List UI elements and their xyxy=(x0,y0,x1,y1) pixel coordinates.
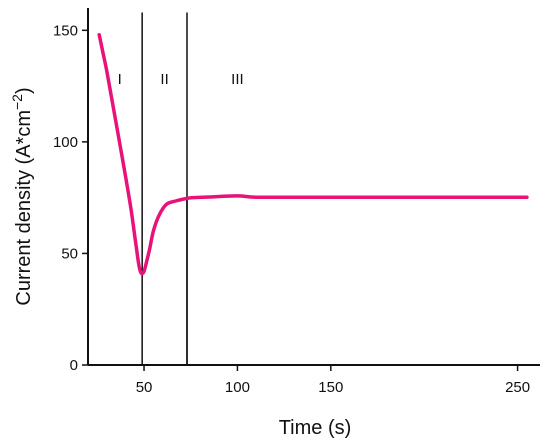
y-axis-title-sup: −2 xyxy=(9,94,25,110)
x-axis-title: Time (s) xyxy=(279,417,352,439)
region-label: I xyxy=(118,71,122,88)
y-tick-label: 50 xyxy=(61,245,78,262)
x-tick-label: 150 xyxy=(318,379,343,396)
x-ticks: 50 100 150 250 xyxy=(136,365,530,396)
series-line xyxy=(97,33,529,276)
region-dividers xyxy=(141,12,188,365)
axes xyxy=(87,8,540,366)
x-tick-label: 50 xyxy=(136,379,153,396)
y-tick-label: 100 xyxy=(53,134,78,151)
region-label: III xyxy=(231,71,244,88)
y-axis-title-close: ) xyxy=(13,87,35,94)
y-tick-label: 150 xyxy=(53,22,78,39)
y-axis-title-main: Current density (A*cm xyxy=(13,110,35,306)
y-axis-title: Current density (A*cm−2) xyxy=(9,87,35,305)
region-label: II xyxy=(160,71,168,88)
region-annotations: I II III xyxy=(118,71,244,88)
y-tick-label: 0 xyxy=(70,357,78,374)
x-tick-label: 250 xyxy=(505,379,530,396)
y-ticks: 0 50 100 150 xyxy=(53,22,88,374)
x-tick-label: 100 xyxy=(225,379,250,396)
